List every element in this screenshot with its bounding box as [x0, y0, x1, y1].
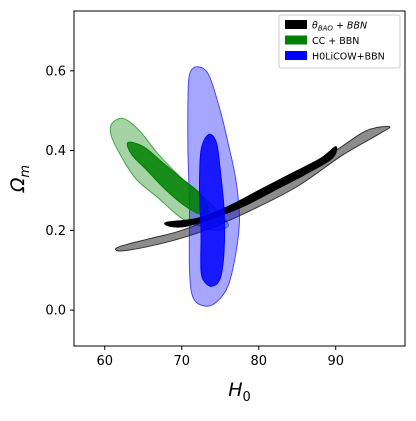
y-axis-label-base: Ω: [7, 177, 29, 193]
y-axis-label: Ωm: [7, 165, 33, 193]
y-axis-label-subscript: m: [18, 165, 33, 178]
x-axis-label-subscript: 0: [243, 390, 251, 405]
contour-bao-bbn-1sigma: [164, 146, 338, 228]
legend-label-bbn-suffix: + BBN: [333, 21, 367, 32]
legend-label-cc-bbn: CC + BBN: [312, 36, 359, 47]
plot-frame: [73, 10, 406, 347]
contour-layer: [109, 66, 391, 307]
y-tick-label-1: 0.2: [45, 224, 66, 239]
legend-swatch-theta-bao-bbn: [285, 20, 307, 29]
legend: θBAO + BBN CC + BBN H0LiCOW+BBN: [278, 14, 401, 69]
x-axis-label: H0: [228, 379, 251, 405]
x-tick-label-70: 70: [173, 354, 190, 369]
legend-label-bao-subscript: BAO: [318, 25, 334, 33]
legend-label-h0licow-bbn: H0LiCOW+BBN: [312, 52, 385, 63]
legend-label-theta: θ: [312, 21, 318, 32]
legend-label-theta-bao-bbn: θBAO + BBN: [312, 21, 367, 33]
contour-h0licow-bbn-1sigma: [198, 133, 226, 287]
x-axis-ticks: 60 70 80 90: [97, 346, 344, 369]
x-tick-label-60: 60: [97, 354, 114, 369]
x-tick-label-90: 90: [327, 354, 344, 369]
x-tick-label-80: 80: [250, 354, 267, 369]
legend-swatch-h0licow-bbn: [285, 51, 307, 60]
legend-box: [278, 14, 401, 69]
y-tick-label-0: 0.0: [45, 304, 66, 319]
y-axis-ticks: 0.0 0.2 0.4 0.6: [45, 64, 74, 319]
legend-swatch-cc-bbn: [285, 35, 307, 45]
y-tick-label-2: 0.4: [45, 144, 66, 159]
y-tick-label-3: 0.6: [45, 64, 66, 79]
x-axis-label-base: H: [228, 379, 242, 401]
